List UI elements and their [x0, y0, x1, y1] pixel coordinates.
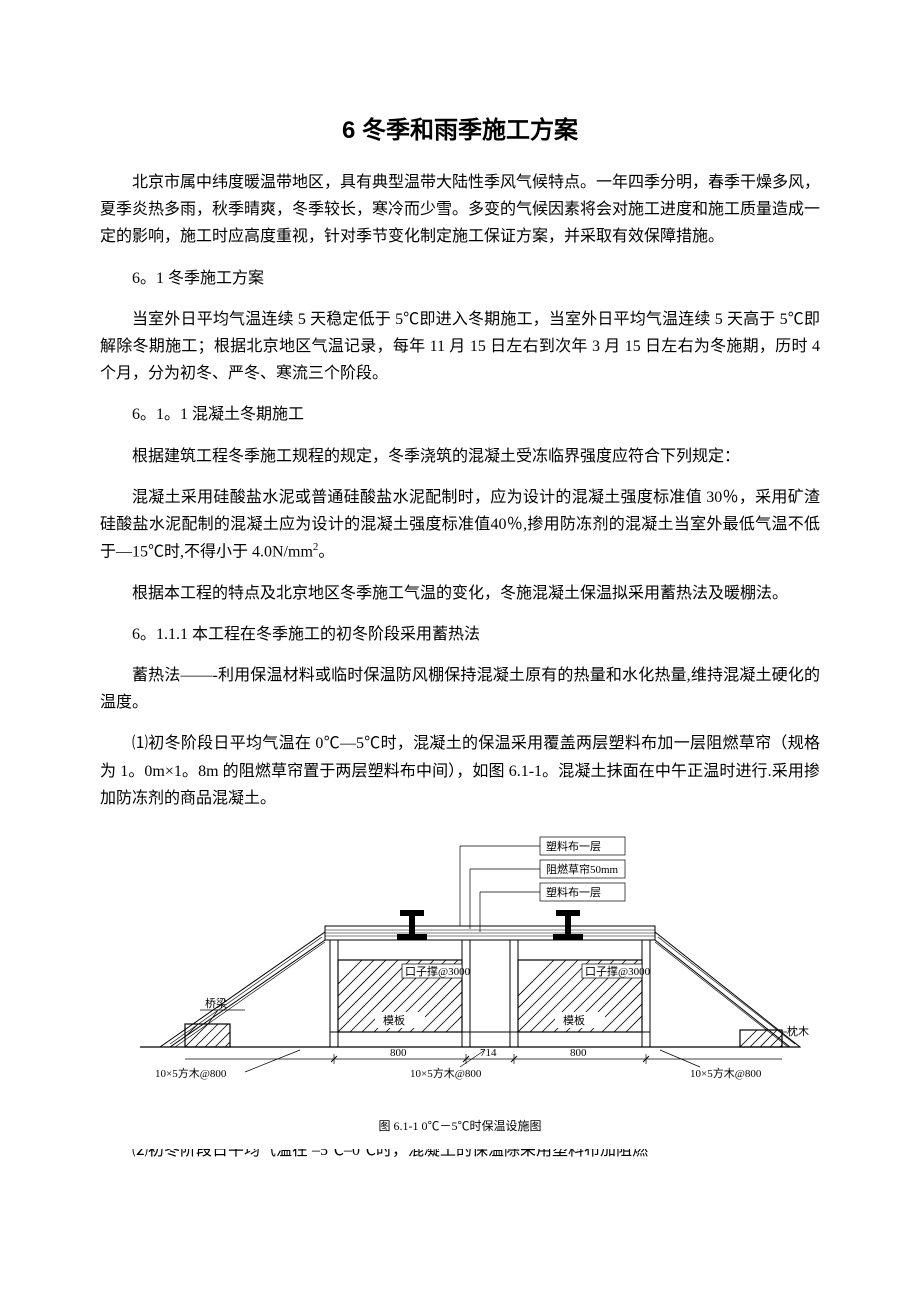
- paragraph-method: 根据本工程的特点及北京地区冬季施工气温的变化，冬施混凝土保温拟采用蓄热法及暖棚法…: [100, 580, 820, 607]
- label-plastic-top: 塑料布一层: [546, 839, 601, 853]
- figure-svg: 塑料布一层 阻燃草帘50mm 塑料布一层: [100, 832, 820, 1102]
- chapter-title: 6 冬季和雨季施工方案: [100, 110, 820, 145]
- dim-714: 714: [480, 1047, 497, 1059]
- label-wood-left: 10×5方木@800: [155, 1066, 227, 1080]
- paragraph-cement-text-b: 。: [318, 543, 334, 560]
- figure-caption: 图 6.1-1 0℃－5℃时保温设施图: [100, 1117, 820, 1134]
- label-kouzi-right: 口子撑@3000: [585, 964, 651, 978]
- heading-6-1: 6。1 冬季施工方案: [100, 265, 820, 292]
- label-wood-right: 10×5方木@800: [690, 1066, 762, 1080]
- label-plastic-bottom: 塑料布一层: [546, 885, 601, 899]
- paragraph-winter-def: 当室外日平均气温连续 5 天稳定低于 5℃即进入冬期施工，当室外日平均气温连续 …: [100, 306, 820, 388]
- paragraph-item2-cut: ⑵初冬阶段日平均气温在 –5℃–0℃时，混凝土的保温除采用塑料布加阻燃: [100, 1149, 820, 1159]
- chamber-left: 口子撑@3000 模板: [290, 960, 518, 1032]
- bridge-block: [175, 1024, 248, 1047]
- document-page: 6 冬季和雨季施工方案 北京市属中纬度暖温带地区，具有典型温带大陆性季风气候特点…: [0, 0, 920, 1199]
- rail-right: [553, 910, 583, 940]
- dim-800-right: 800: [570, 1047, 587, 1059]
- paragraph-cement: 混凝土采用硅酸盐水泥或普通硅酸盐水泥配制时，应为设计的混凝土强度标准值 30％，…: [100, 484, 820, 566]
- paragraph-item2-text: ⑵初冬阶段日平均气温在 –5℃–0℃时，混凝土的保温除采用塑料布加阻燃: [100, 1149, 820, 1159]
- dim-800-left: 800: [390, 1047, 407, 1059]
- paragraph-freeze-rule: 根据建筑工程冬季施工规程的规定，冬季浇筑的混凝土受冻临界强度应符合下列规定：: [100, 443, 820, 470]
- label-straw: 阻燃草帘50mm: [546, 862, 619, 876]
- paragraph-item1: ⑴初冬阶段日平均气温在 0℃—5℃时，混凝土的保温采用覆盖两层塑料布加一层阻燃草…: [100, 730, 820, 812]
- heading-6-1-1: 6。1。1 混凝土冬期施工: [100, 401, 820, 428]
- label-sleeper: 枕木: [787, 1024, 809, 1038]
- paragraph-heatstorage: 蓄热法——-利用保温材料或临时保温防风棚保持混凝土原有的热量和水化热量,维持混凝…: [100, 662, 820, 716]
- paragraph-intro: 北京市属中纬度暖温带地区，具有典型温带大陆性季风气候特点。一年四季分明，春季干燥…: [100, 169, 820, 251]
- label-kouzi-left: 口子撑@3000: [405, 964, 471, 978]
- label-wood-mid: 10×5方木@800: [410, 1066, 482, 1080]
- rail-left: [397, 910, 427, 940]
- label-bridge: 桥梁: [205, 996, 227, 1010]
- paragraph-cement-text-a: 混凝土采用硅酸盐水泥或普通硅酸盐水泥配制时，应为设计的混凝土强度标准值 30％，…: [100, 489, 820, 561]
- label-muban-right: 模板: [563, 1013, 585, 1027]
- label-muban-left: 模板: [383, 1013, 405, 1027]
- heading-6-1-1-1: 6。1.1.1 本工程在冬季施工的初冬阶段采用蓄热法: [100, 621, 820, 648]
- chamber-right: 口子撑@3000 模板: [482, 960, 698, 1032]
- figure-6-1-1: 塑料布一层 阻燃草帘50mm 塑料布一层: [100, 832, 820, 1102]
